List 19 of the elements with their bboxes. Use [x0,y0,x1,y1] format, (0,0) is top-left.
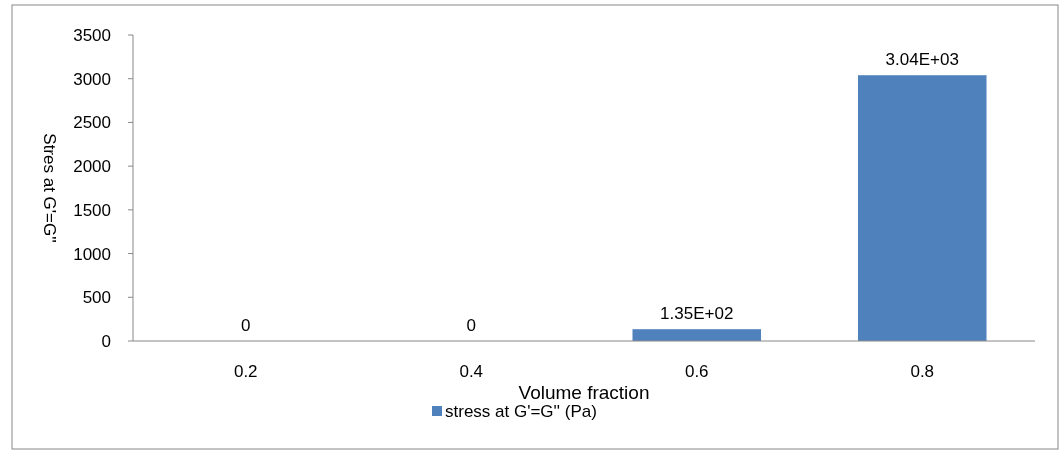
y-tick-label: 3500 [73,25,111,45]
legend-label: stress at G'=G'' (Pa) [445,402,597,421]
x-tick-label: 0.6 [684,362,709,381]
y-tick-label: 2000 [73,157,111,177]
x-tick-label: 0.8 [910,362,935,381]
y-tick-label: 3000 [73,69,111,89]
y-tick-label: 500 [82,288,111,308]
data-label: 0 [241,316,251,335]
y-tick-label: 1000 [73,244,111,264]
x-tick-label: 0.2 [233,362,258,381]
data-label: 1.35E+02 [660,304,734,324]
data-label: 0 [466,316,476,335]
x-tick-label: 0.4 [459,362,484,381]
x-axis-title: Volume fraction [518,382,650,403]
y-tick-label: 0 [101,331,111,351]
y-axis-title: Stres at G'=G'' [40,133,59,243]
y-tick-label: 1500 [73,200,111,220]
y-tick-label: 2500 [73,113,111,133]
data-label: 3.04E+03 [885,50,959,70]
